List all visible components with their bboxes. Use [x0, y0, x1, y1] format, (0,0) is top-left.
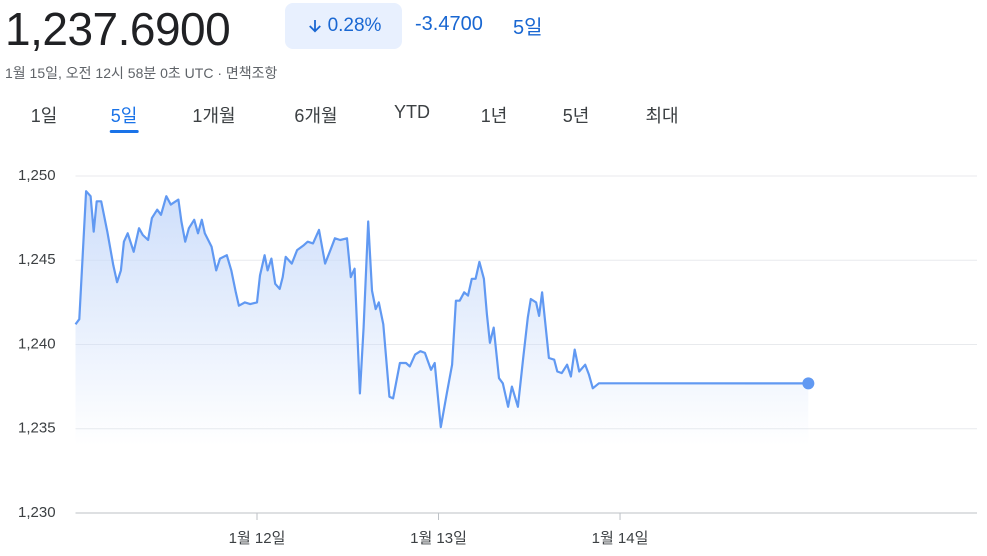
range-tab[interactable]: 5년 [562, 106, 590, 126]
y-tick-label: 1,245 [18, 251, 56, 268]
last-point [802, 377, 815, 390]
x-tick-label: 1월 13일 [410, 530, 467, 547]
range-tab[interactable]: 6개월 [294, 106, 338, 126]
change-value: -3.4700 [415, 13, 483, 35]
y-tick-label: 1,250 [18, 167, 56, 184]
change-period: 5일 [513, 17, 543, 39]
range-tab[interactable]: 1일 [30, 106, 58, 126]
price: 1,237.6900 [5, 3, 231, 55]
range-tab[interactable]: 1개월 [192, 106, 236, 126]
change-percent: 0.28% [327, 15, 382, 36]
range-tab[interactable]: YTD [394, 102, 430, 122]
y-tick-label: 1,240 [18, 335, 56, 352]
x-tick-label: 1월 14일 [592, 530, 649, 547]
range-tab[interactable]: 5일 [109, 102, 138, 133]
range-tab[interactable]: 최대 [645, 106, 679, 126]
y-tick-label: 1,230 [18, 504, 56, 521]
price-line [74, 190, 809, 429]
timestamp: 1월 15일, 오전 12시 58분 0초 UTC · 면책조항 [5, 65, 278, 81]
range-tab[interactable]: 1년 [480, 106, 508, 126]
area-fill [75, 191, 809, 446]
change-badge: 0.28% [285, 3, 402, 49]
down-arrow-icon [308, 20, 321, 33]
x-tick-label: 1월 12일 [229, 530, 286, 547]
y-tick-label: 1,235 [18, 420, 56, 437]
range-tabs: 1일 5일 1개월 6개월 YTD 1년 5년 최대 [0, 100, 987, 136]
